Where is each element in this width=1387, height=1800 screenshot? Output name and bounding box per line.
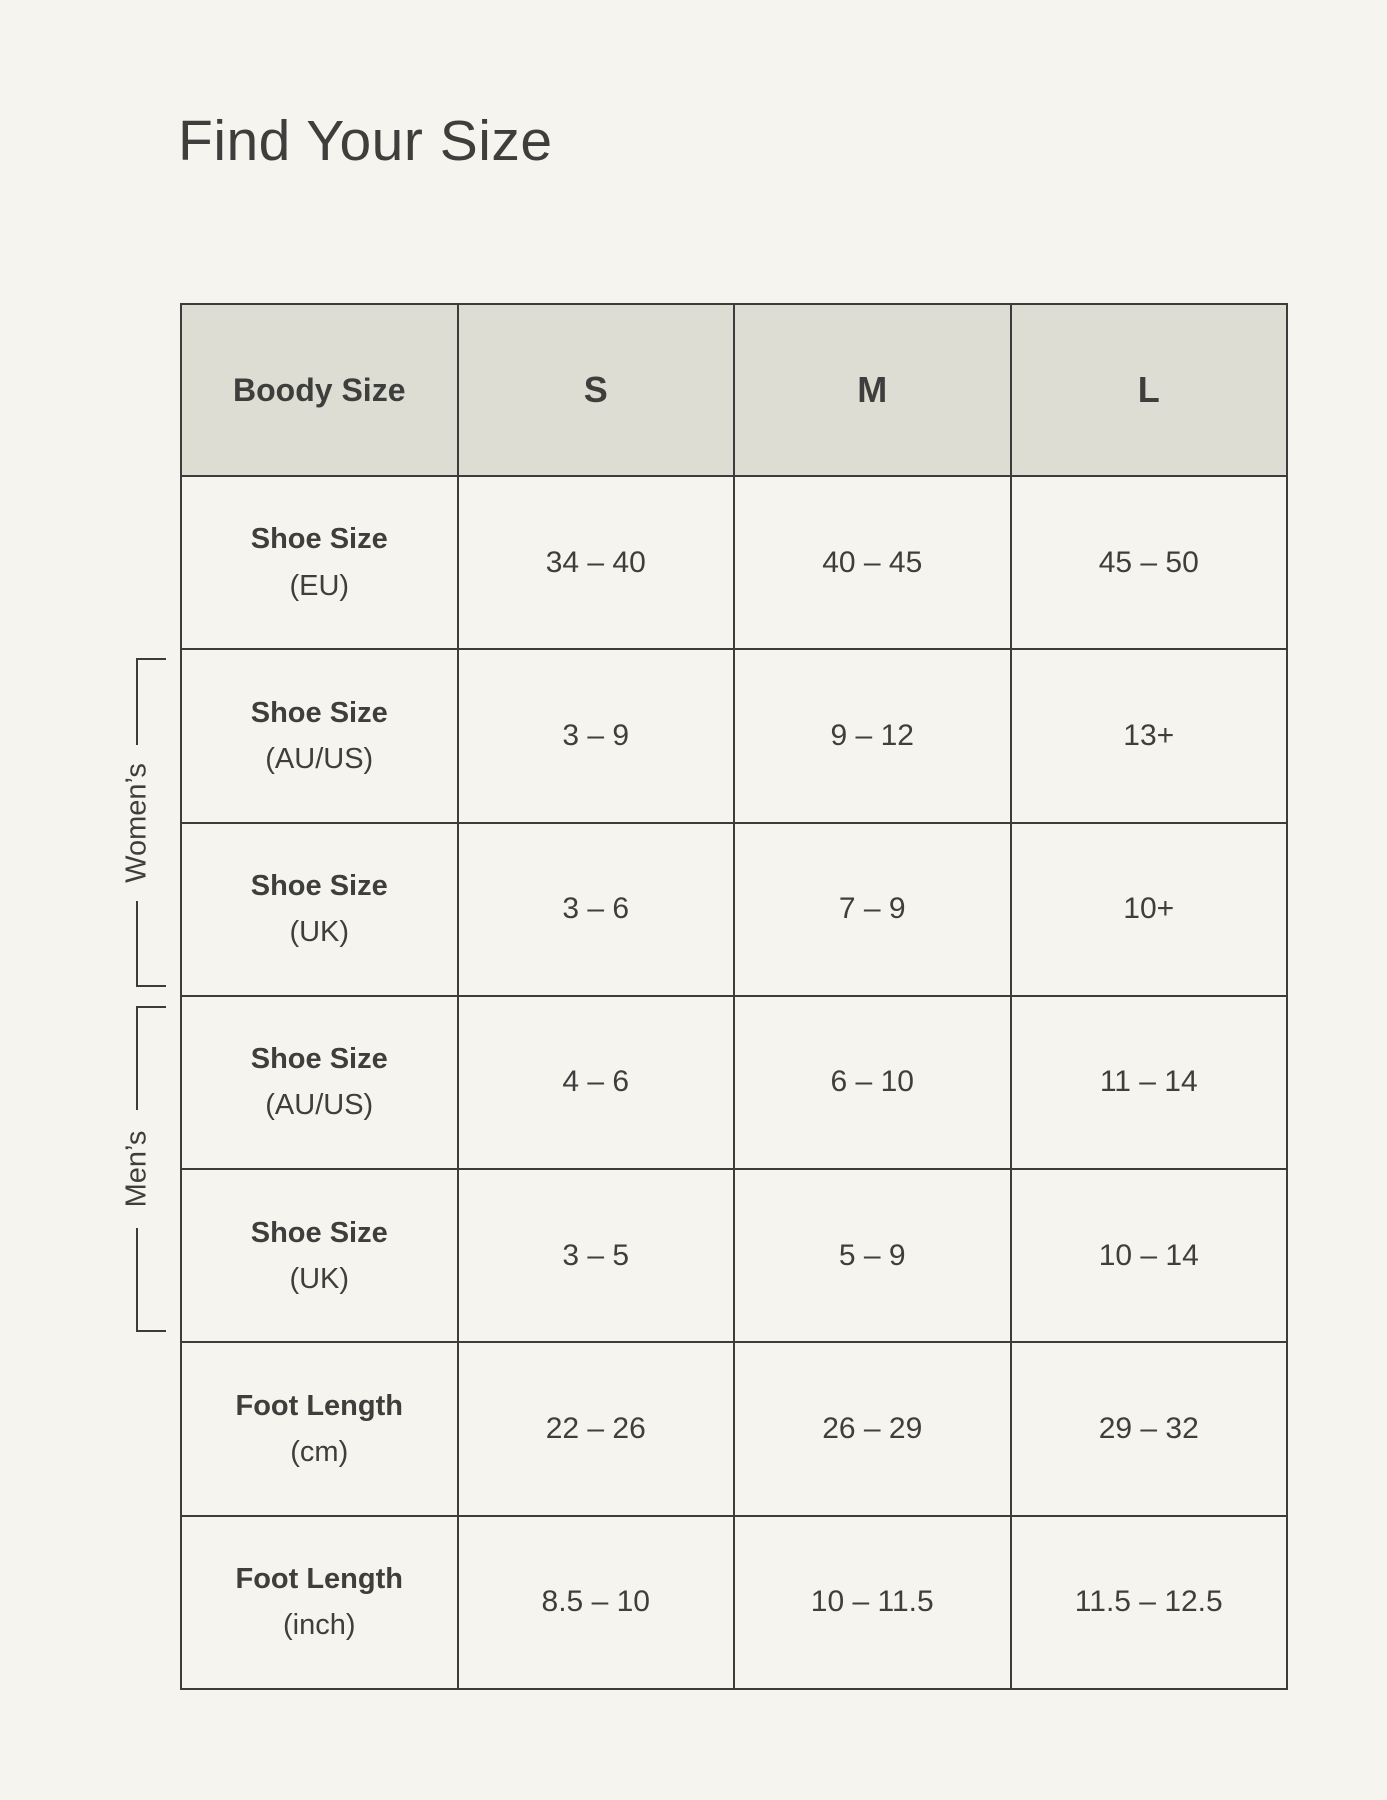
row-unit: (EU) (289, 569, 350, 602)
row-unit: (UK) (289, 1262, 350, 1295)
row-unit: (AU/US) (265, 1089, 374, 1122)
mens-bracket-line (136, 1006, 138, 1110)
row-label: Shoe Size (250, 1043, 388, 1076)
value-cell-foot-cm-s: 22 – 26 (458, 1343, 733, 1515)
size-chart-table: Boody Size S M L Shoe Size (EU) 34 – 40 … (180, 303, 1288, 1690)
value-cell-womens-au-us-m: 9 – 12 (735, 650, 1010, 822)
value-cell-eu-s: 34 – 40 (458, 477, 733, 649)
value-cell-eu-l: 45 – 50 (1011, 477, 1286, 649)
header-cell-size-m: M (735, 305, 1010, 475)
row-header-cell-mens-au-us: Shoe Size (AU/US) (182, 996, 457, 1169)
row-header-cell-womens-au-us: Shoe Size (AU/US) (182, 650, 457, 822)
womens-bracket-label: Women’s (120, 762, 153, 883)
value-cell-womens-uk-s: 3 – 6 (458, 823, 733, 995)
mens-bracket-label: Men’s (120, 1130, 153, 1208)
womens-bracket-line (136, 658, 138, 745)
mens-bracket-top-tick (136, 1006, 166, 1008)
value-cell-womens-uk-m: 7 – 9 (735, 823, 1010, 995)
mens-bracket: Men’s (121, 1006, 166, 1332)
value-cell-mens-uk-m: 5 – 9 (735, 1170, 1010, 1342)
row-label: Foot Length (235, 1389, 403, 1422)
row-unit: (AU/US) (265, 742, 374, 775)
row-unit: (UK) (289, 916, 350, 949)
womens-bracket-top-tick (136, 658, 166, 660)
value-cell-mens-au-us-s: 4 – 6 (458, 996, 733, 1169)
mens-bracket-bottom-tick (136, 1330, 166, 1332)
row-header-cell-shoe-size-eu: Shoe Size (EU) (182, 477, 457, 649)
womens-bracket: Women’s (121, 658, 166, 987)
row-label: Shoe Size (250, 869, 388, 902)
row-unit: (cm) (290, 1436, 349, 1469)
value-cell-mens-uk-l: 10 – 14 (1011, 1170, 1286, 1342)
mens-bracket-line (136, 1228, 138, 1332)
value-cell-womens-uk-l: 10+ (1011, 823, 1286, 995)
row-label: Shoe Size (250, 696, 388, 729)
value-cell-eu-m: 40 – 45 (735, 477, 1010, 649)
header-cell-size-l: L (1011, 305, 1286, 475)
header-cell-size-s: S (458, 305, 733, 475)
header-cell-boody-size: Boody Size (182, 305, 457, 475)
value-cell-foot-cm-m: 26 – 29 (735, 1343, 1010, 1515)
womens-bracket-bottom-tick (136, 985, 166, 987)
row-label: Shoe Size (250, 1216, 388, 1249)
row-header-cell-mens-uk: Shoe Size (UK) (182, 1170, 457, 1342)
value-cell-foot-cm-l: 29 – 32 (1011, 1343, 1286, 1515)
value-cell-mens-au-us-l: 11 – 14 (1011, 996, 1286, 1169)
value-cell-foot-inch-s: 8.5 – 10 (458, 1516, 733, 1688)
row-unit: (inch) (282, 1609, 356, 1642)
value-cell-mens-uk-s: 3 – 5 (458, 1170, 733, 1342)
value-cell-foot-inch-l: 11.5 – 12.5 (1011, 1516, 1286, 1688)
page-title: Find Your Size (178, 109, 553, 173)
value-cell-foot-inch-m: 10 – 11.5 (735, 1516, 1010, 1688)
value-cell-mens-au-us-m: 6 – 10 (735, 996, 1010, 1169)
row-header-cell-womens-uk: Shoe Size (UK) (182, 823, 457, 995)
row-header-cell-foot-length-inch: Foot Length (inch) (182, 1516, 457, 1688)
row-label: Foot Length (235, 1563, 403, 1596)
value-cell-womens-au-us-l: 13+ (1011, 650, 1286, 822)
womens-bracket-line (136, 900, 138, 987)
row-label: Shoe Size (250, 523, 388, 556)
row-header-cell-foot-length-cm: Foot Length (cm) (182, 1343, 457, 1515)
value-cell-womens-au-us-s: 3 – 9 (458, 650, 733, 822)
